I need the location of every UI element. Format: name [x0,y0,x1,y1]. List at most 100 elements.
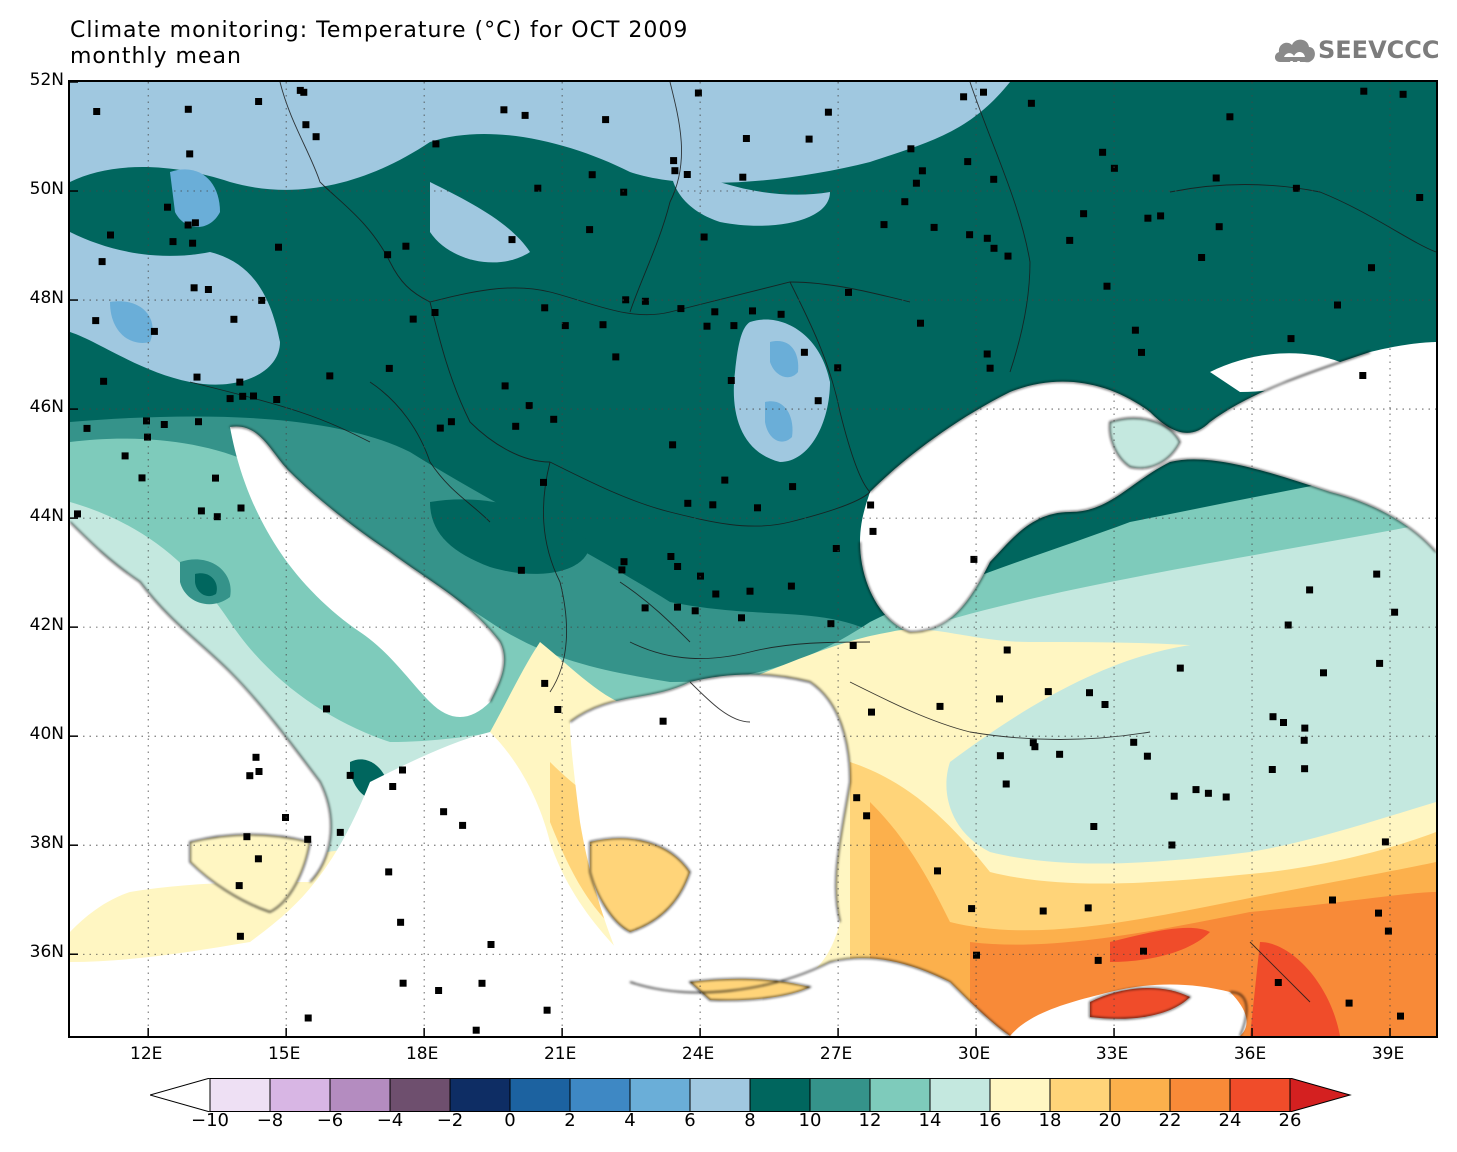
station-marker [1381,838,1389,846]
longitude-label: 39E [1371,1044,1405,1064]
sea-east-med [630,958,1010,1036]
colorbar-swatch [209,1078,271,1112]
station-marker [787,582,795,590]
latitude-label: 40N [29,724,64,745]
colorbar-swatch [809,1078,871,1112]
station-marker [212,474,219,482]
station-marker [1292,184,1300,192]
station-marker [586,226,594,234]
colorbar-swatch [689,1078,751,1112]
station-marker [1334,301,1341,309]
colorbar-label: 26 [1278,1110,1302,1131]
longitude-label: 18E [405,1044,439,1064]
station-marker [500,106,508,114]
station-marker [525,402,533,410]
zone-levant [1250,942,1340,1036]
station-marker [399,766,406,774]
station-marker [508,236,516,244]
station-marker [641,297,649,305]
station-marker [431,309,439,316]
colorbar-label: −10 [191,1110,229,1131]
zone-north-8-10 [70,82,1010,190]
station-marker [1138,348,1145,356]
station-markers [74,86,1424,1034]
latitude-label: 50N [29,179,64,200]
colorbar-label: 6 [684,1110,696,1131]
country-borders [189,82,1436,1003]
station-marker [867,501,875,509]
station-marker [186,150,194,158]
latitude-label: 38N [29,833,64,854]
station-marker [599,321,607,329]
station-marker [184,105,192,113]
station-marker [397,918,405,926]
logo-text: SEEVCCC [1318,36,1440,64]
station-marker [674,563,682,570]
station-marker [275,243,282,251]
station-marker [700,233,708,241]
station-marker [1376,659,1384,667]
station-marker [880,221,888,229]
station-marker [918,167,926,175]
colorbar-label: 22 [1158,1110,1182,1131]
station-marker [834,364,842,372]
station-marker [968,905,976,913]
station-marker [1345,999,1353,1007]
station-marker [561,322,569,330]
colorbar-label: −8 [256,1110,284,1131]
longitude-label: 12E [130,1044,163,1064]
colorbar-swatch [509,1078,571,1112]
station-marker [246,772,254,780]
station-marker [970,555,978,563]
station-marker [255,768,263,775]
station-marker [983,350,991,358]
colorbar-label: 2 [564,1110,576,1131]
station-marker [1090,823,1098,830]
latitude-label: 52N [29,70,64,90]
station-marker [1066,236,1074,244]
station-marker [1222,793,1230,801]
station-marker [912,179,920,187]
station-marker [197,507,205,515]
station-marker [336,828,344,836]
colorbar-label: 4 [624,1110,636,1131]
station-marker [384,251,392,259]
station-marker [190,284,198,292]
station-marker [777,310,785,318]
colorbar-swatch [1229,1078,1291,1112]
station-marker [204,286,212,293]
sea-adriatic [230,426,505,717]
longitude-label: 21E [543,1044,577,1064]
station-marker [302,121,310,129]
colorbar [150,1078,1352,1112]
cloud-icon [1274,39,1315,65]
colorbar-under-triangle [150,1078,211,1112]
station-marker [512,422,520,430]
station-marker [683,171,691,178]
station-marker [93,108,101,115]
station-marker [521,111,529,119]
station-marker [160,421,168,428]
station-marker [138,474,146,482]
station-marker [273,396,281,403]
station-marker [1301,724,1309,732]
station-marker [346,771,354,779]
longitude-label: 15E [267,1044,301,1064]
station-marker [832,545,840,552]
station-marker [739,173,747,181]
station-marker [1198,254,1206,261]
station-marker [409,315,417,323]
station-marker [849,642,857,649]
station-marker [543,1006,551,1014]
station-marker [436,424,444,432]
station-marker [540,478,547,486]
station-marker [1384,927,1392,935]
station-marker [674,603,681,611]
station-marker [191,219,199,227]
zone-anatolia-14-16 [946,642,1436,864]
latitude-label: 36N [29,942,64,963]
land-overlays [190,418,1190,1019]
title-line-2: monthly mean [70,44,242,69]
longitude-label: 24E [681,1044,715,1064]
station-marker [1170,792,1178,800]
